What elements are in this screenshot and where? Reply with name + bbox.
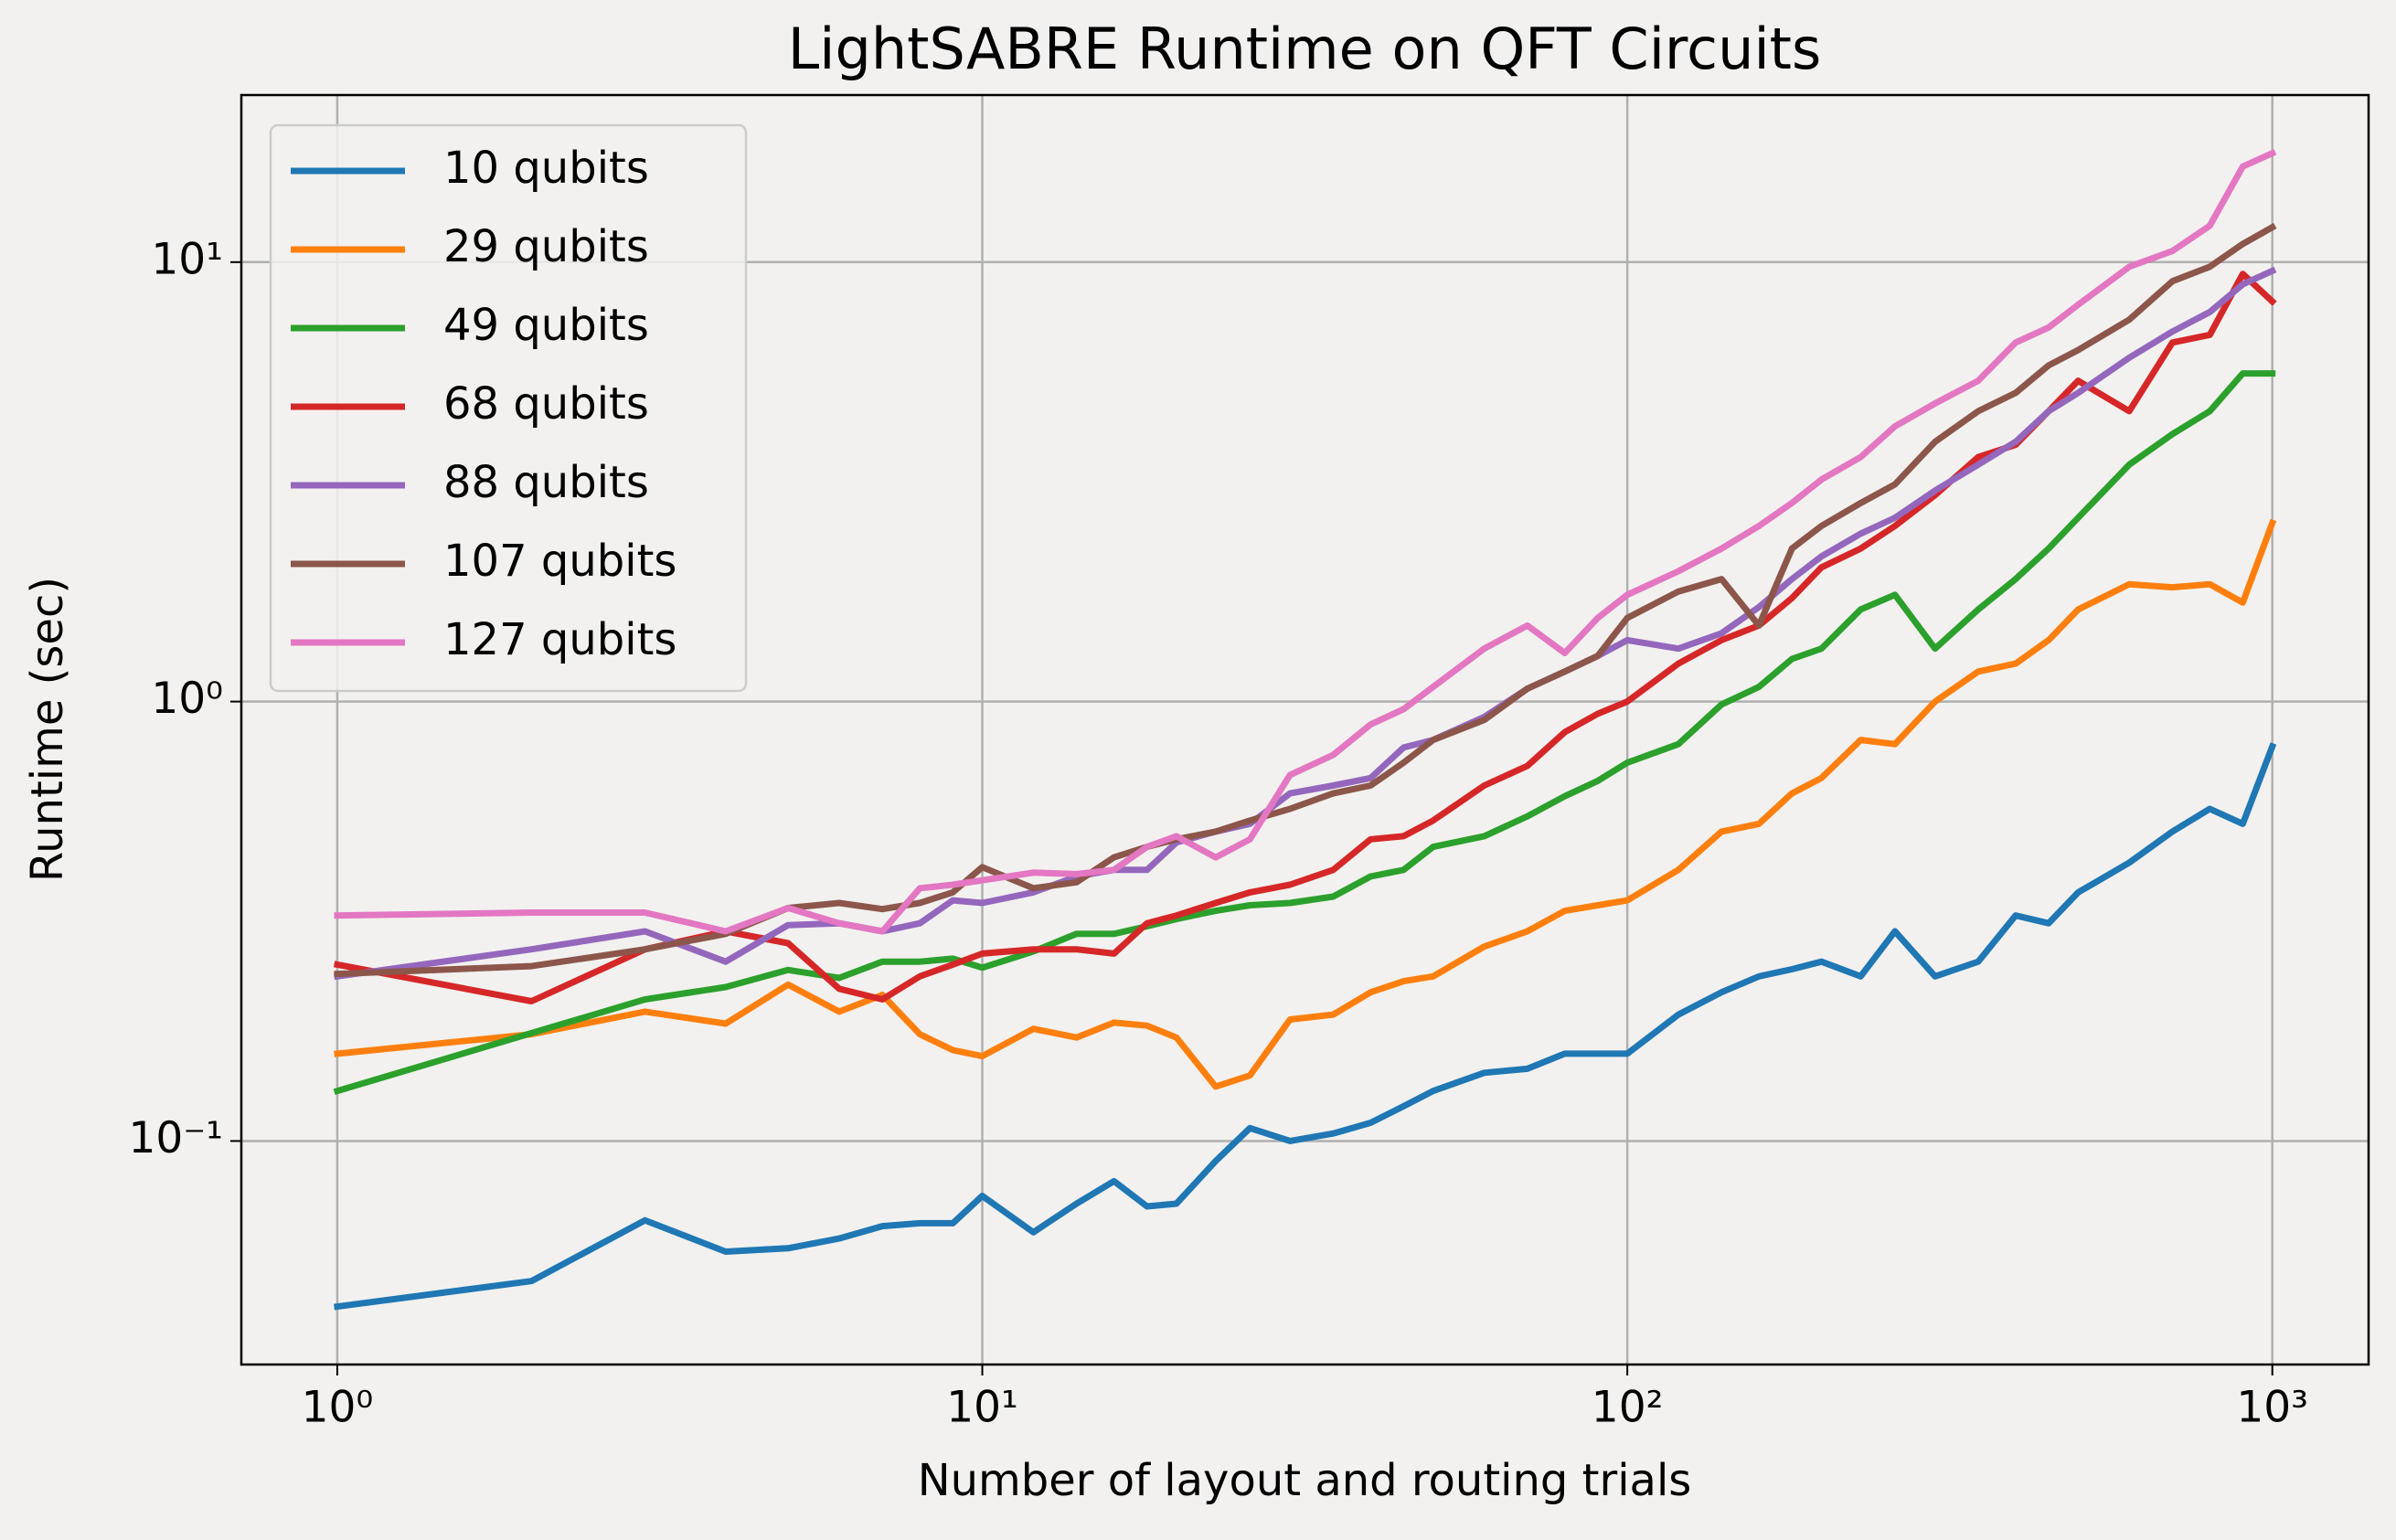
- legend-label: 68 qubits: [443, 378, 649, 430]
- series-line: [333, 370, 2276, 1096]
- legend-label: 49 qubits: [443, 300, 649, 351]
- y-tick-label: 10¹: [151, 234, 223, 284]
- x-axis-label: Number of layout and routing trials: [918, 1455, 1692, 1506]
- x-tick-label: 10³: [2236, 1383, 2308, 1433]
- legend-box: [269, 123, 748, 693]
- legend-label: 127 qubits: [443, 614, 676, 665]
- axes-frame: [240, 93, 2370, 1366]
- y-axis-label: Runtime (sec): [22, 577, 73, 882]
- x-tick-label: 10²: [1592, 1383, 1664, 1433]
- y-tick-label: 10⁻¹: [129, 1113, 223, 1163]
- legend-label: 29 qubits: [443, 221, 649, 272]
- series-line: [334, 742, 2277, 1311]
- series-line: [334, 148, 2277, 935]
- x-tick-label: 10⁰: [302, 1383, 374, 1433]
- series-line: [334, 222, 2277, 978]
- legend-label: 107 qubits: [443, 536, 676, 587]
- y-tick-label: 10⁰: [151, 674, 223, 724]
- legend: 10 qubits 29 qubits 49 qubits 68 qubits 88 q…: [269, 123, 748, 693]
- legend-label: 88 qubits: [443, 457, 649, 508]
- legend-label: 10 qubits: [443, 143, 649, 194]
- x-tick-label: 10¹: [946, 1383, 1018, 1433]
- series-line: [334, 518, 2277, 1090]
- chart-title: LightSABRE Runtime on QFT Circuits: [788, 16, 1822, 82]
